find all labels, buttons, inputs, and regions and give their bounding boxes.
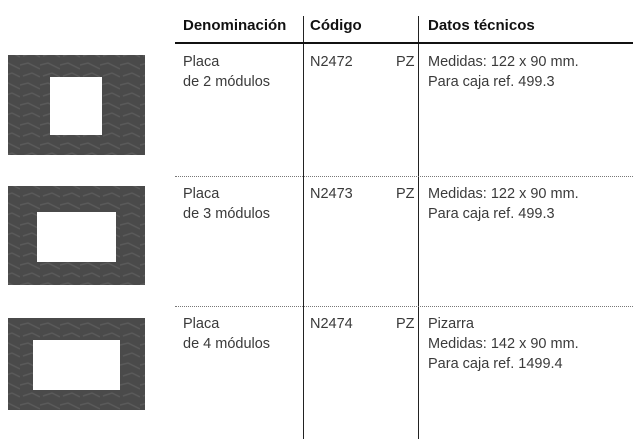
spec-line: Para caja ref. 499.3 [428,206,555,222]
unit: PZ [396,186,415,202]
column-header: Código [310,17,362,34]
spec-line: Medidas: 122 x 90 mm. [428,186,579,202]
column-header: Datos técnicos [428,17,535,34]
product-name: de 4 módulos [183,336,271,352]
column-divider [418,16,419,439]
plate-3-modules [8,186,145,285]
plate-2-modules [8,55,145,155]
plate-4-modules [8,318,145,410]
product-code: N2472 [310,54,353,70]
product-name: Placa [183,186,220,202]
header-rule [175,42,633,44]
spec-line: Medidas: 142 x 90 mm. [428,336,579,352]
product-code: N2473 [310,186,353,202]
unit: PZ [396,54,415,70]
row-divider [175,306,633,307]
product-name: de 3 módulos [183,206,271,222]
spec-line: Medidas: 122 x 90 mm. [428,54,579,70]
product-name: Placa [183,316,220,332]
spec-line: Pizarra [428,316,474,332]
product-name: Placa [183,54,220,70]
row-divider [175,176,633,177]
unit: PZ [396,316,415,332]
product-code: N2474 [310,316,353,332]
product-name: de 2 módulos [183,74,271,90]
column-header: Denominación [183,17,287,34]
column-divider [303,16,304,439]
spec-line: Para caja ref. 499.3 [428,74,555,90]
spec-line: Para caja ref. 1499.4 [428,356,563,372]
product-images [8,55,145,410]
